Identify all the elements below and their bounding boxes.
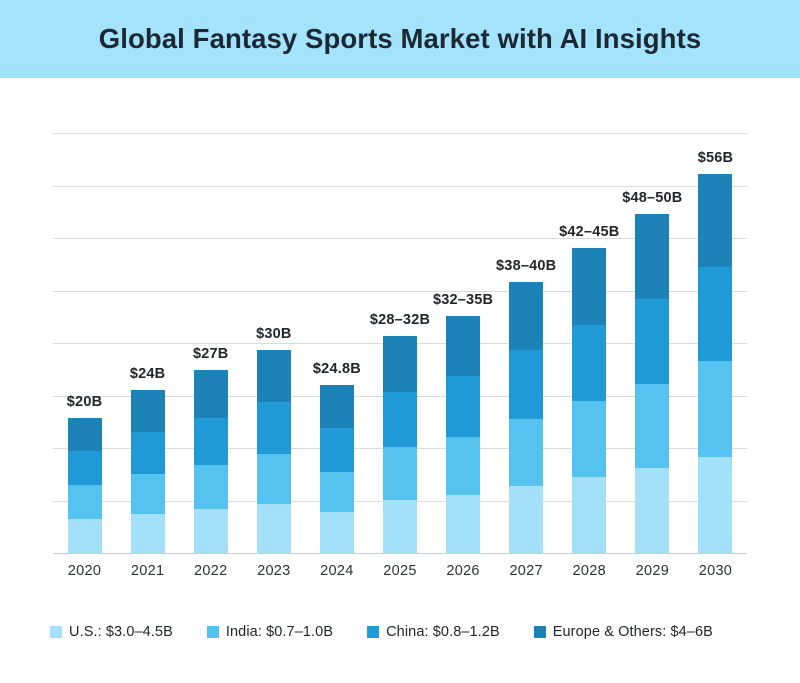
bar-segment-u-s-[interactable]	[446, 494, 480, 553]
bar-segment-china[interactable]	[446, 376, 480, 437]
bar-segment-india[interactable]	[68, 485, 102, 520]
legend-label: China: $0.8–1.2B	[386, 624, 500, 640]
bar-segment-europe-others[interactable]	[698, 173, 732, 268]
bar-segment-europe-others[interactable]	[320, 385, 354, 429]
bar-segment-europe-others[interactable]	[131, 390, 165, 433]
legend-item-china[interactable]: China: $0.8–1.2B	[367, 624, 500, 640]
bar-segment-china[interactable]	[383, 391, 417, 448]
bar-stack-2023[interactable]	[257, 349, 291, 553]
x-axis-tick-2022: 2022	[193, 563, 228, 579]
bar-stack-2028[interactable]	[572, 248, 606, 553]
x-axis-tick-2030: 2030	[698, 563, 733, 579]
bar-segment-china[interactable]	[509, 350, 543, 419]
bar-segment-china[interactable]	[698, 267, 732, 361]
bar-value-label: $27B	[192, 346, 229, 363]
bar-stack-2021[interactable]	[131, 390, 165, 553]
bar-value-label: $20B	[66, 393, 103, 410]
bar-segment-u-s-[interactable]	[320, 512, 354, 553]
bar-stack-2030[interactable]	[698, 173, 732, 553]
x-axis-tick-2028: 2028	[572, 563, 606, 579]
bar-segment-u-s-[interactable]	[572, 477, 606, 553]
bar-stack-2027[interactable]	[509, 282, 543, 553]
bar-segment-u-s-[interactable]	[635, 468, 669, 553]
x-axis-tick-2029: 2029	[635, 563, 670, 579]
header-band: Global Fantasy Sports Market with AI Ins…	[0, 0, 800, 78]
bar-value-label: $28–32B	[369, 312, 431, 329]
legend-swatch-icon	[367, 626, 380, 638]
legend-item-us[interactable]: U.S.: $3.0–4.5B	[50, 624, 173, 640]
bar-segment-u-s-[interactable]	[509, 485, 543, 553]
bar-segment-india[interactable]	[131, 474, 165, 514]
bar-value-label: $48–50B	[622, 190, 683, 207]
bar-segment-china[interactable]	[131, 432, 165, 475]
x-axis-tick-2024: 2024	[320, 563, 354, 579]
chart-legend: U.S.: $3.0–4.5B India: $0.7–1.0B China: $0…	[0, 617, 800, 647]
legend-item-india[interactable]: India: $0.7–1.0B	[206, 624, 334, 640]
bar-segment-china[interactable]	[572, 324, 606, 402]
bar-segment-europe-others[interactable]	[572, 248, 606, 325]
legend-label: Europe & Others: $4–6B	[552, 624, 713, 640]
gridline	[53, 186, 747, 187]
bar-stack-2020[interactable]	[68, 417, 102, 553]
gridline	[53, 291, 747, 292]
bar-value-label: $38–40B	[496, 258, 557, 275]
bar-value-label: $30B	[256, 325, 292, 342]
bar-segment-europe-others[interactable]	[68, 417, 102, 452]
bar-segment-u-s-[interactable]	[131, 513, 165, 553]
bar-value-label: $42–45B	[559, 224, 620, 241]
bar-value-label: $24B	[129, 366, 166, 383]
bar-segment-india[interactable]	[257, 454, 291, 504]
bar-segment-u-s-[interactable]	[383, 500, 417, 553]
bar-segment-europe-others[interactable]	[194, 370, 228, 418]
bar-segment-india[interactable]	[698, 360, 732, 457]
bar-segment-u-s-[interactable]	[257, 503, 291, 553]
bar-segment-china[interactable]	[635, 298, 669, 384]
legend-item-europe-others[interactable]: Europe & Others: $4–6B	[533, 624, 713, 640]
legend-label: India: $0.7–1.0B	[225, 624, 334, 640]
bar-segment-china[interactable]	[320, 428, 354, 472]
x-axis-tick-2023: 2023	[257, 563, 291, 579]
bar-stack-2022[interactable]	[194, 370, 228, 553]
axis-baseline	[53, 553, 747, 554]
bar-segment-europe-others[interactable]	[383, 336, 417, 392]
x-axis-tick-2025: 2025	[383, 563, 417, 579]
page-title: Global Fantasy Sports Market with AI Ins…	[98, 23, 702, 54]
bar-segment-u-s-[interactable]	[194, 508, 228, 553]
plot-area	[53, 133, 747, 554]
legend-label: U.S.: $3.0–4.5B	[69, 624, 173, 640]
bar-segment-europe-others[interactable]	[635, 214, 669, 299]
bar-segment-china[interactable]	[257, 401, 291, 455]
bar-stack-2025[interactable]	[383, 336, 417, 553]
bar-value-label: $24.8B	[312, 361, 361, 377]
x-axis-tick-2026: 2026	[446, 563, 480, 579]
bar-segment-u-s-[interactable]	[68, 519, 102, 553]
bar-stack-2026[interactable]	[446, 315, 480, 553]
bar-stack-2024[interactable]	[320, 385, 354, 553]
bar-segment-china[interactable]	[194, 417, 228, 465]
bar-segment-india[interactable]	[194, 464, 228, 509]
bar-value-label: $32–35B	[432, 291, 494, 308]
bar-segment-europe-others[interactable]	[446, 315, 480, 377]
bar-segment-europe-others[interactable]	[509, 282, 543, 351]
bar-segment-europe-others[interactable]	[257, 349, 291, 402]
x-axis-tick-2020: 2020	[67, 563, 102, 579]
x-axis-tick-2021: 2021	[130, 563, 165, 579]
bar-segment-india[interactable]	[383, 447, 417, 501]
legend-swatch-icon	[533, 626, 546, 638]
bar-value-label: $56B	[697, 149, 734, 166]
gridline	[53, 133, 747, 134]
bar-segment-u-s-[interactable]	[698, 456, 732, 553]
bar-segment-india[interactable]	[572, 401, 606, 478]
bar-segment-india[interactable]	[446, 436, 480, 495]
x-axis-tick-2027: 2027	[509, 563, 543, 579]
legend-swatch-icon	[206, 626, 219, 638]
legend-swatch-icon	[50, 626, 62, 638]
bar-segment-india[interactable]	[635, 383, 669, 469]
bar-segment-india[interactable]	[320, 471, 354, 513]
bar-segment-india[interactable]	[509, 418, 543, 486]
gridline	[53, 238, 747, 239]
bar-stack-2029[interactable]	[635, 214, 669, 553]
bar-segment-china[interactable]	[68, 451, 102, 486]
